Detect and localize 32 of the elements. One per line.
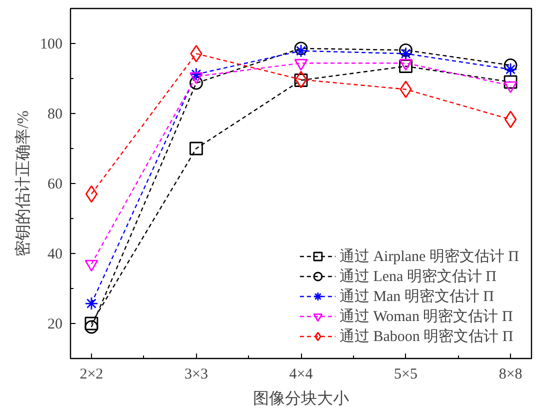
- point: [294, 70, 308, 88]
- point: [190, 68, 203, 81]
- point: [84, 316, 98, 330]
- point: [504, 62, 518, 76]
- y-tick-label: 40: [48, 246, 62, 262]
- x-tick-label: 2×2: [80, 366, 104, 382]
- legend-label: 通过 Woman 明密文估计 Π: [339, 307, 513, 326]
- point: [294, 42, 308, 56]
- legend-label: 通过 Lena 明密文估计 Π: [339, 267, 496, 286]
- x-tick-label: 8×8: [498, 366, 522, 382]
- point: [190, 142, 203, 156]
- point: [190, 76, 203, 90]
- legend-label: 通过 Man 明密文估计 Π: [339, 287, 494, 306]
- point: [504, 75, 518, 89]
- y-tick-label: 60: [48, 176, 62, 192]
- point: [294, 74, 308, 87]
- point: [504, 58, 518, 72]
- x-tick-label: 4×4: [289, 366, 314, 382]
- x-tick-label: 5×5: [394, 366, 418, 382]
- point: [294, 44, 308, 58]
- x-tick-label: 3×3: [184, 366, 208, 382]
- y-tick-label: 20: [48, 316, 62, 332]
- point: [399, 46, 412, 60]
- y-tick-label: 80: [48, 106, 62, 122]
- point: [84, 320, 98, 334]
- y-axis-title: 密钥的估计正确率/%: [14, 110, 32, 256]
- legend-label: 通过 Baboon 明密文估计 Π: [339, 327, 514, 346]
- point: [399, 43, 412, 57]
- legend-label: 通过 Airplane 明密文估计 Π: [339, 247, 519, 266]
- y-tick-label: 100: [40, 36, 62, 52]
- x-axis-title: 图像分块大小: [253, 390, 349, 408]
- point: [84, 296, 98, 310]
